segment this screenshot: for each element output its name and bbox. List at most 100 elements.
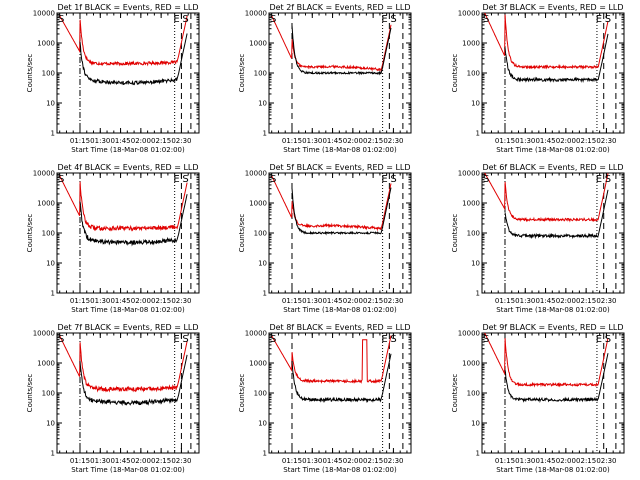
plot-frame: [481, 172, 625, 294]
x-tick-label: 01:15: [282, 457, 302, 465]
x-tick-label: 01:15: [70, 297, 90, 305]
x-tick-label: 02:15: [576, 297, 596, 305]
marker-end: E: [596, 174, 602, 185]
x-axis-label: Start Time (18-Mar-08 01:02:00): [496, 306, 610, 314]
plot-frame: [481, 12, 625, 134]
plot-area: [271, 173, 404, 293]
y-tick-label: 1000: [37, 360, 55, 368]
marker-start: S: [270, 174, 276, 185]
x-tick-label: 02:00: [556, 137, 576, 145]
x-axis-label: Start Time (18-Mar-08 01:02:00): [496, 146, 610, 154]
lld-series-line: [59, 175, 188, 232]
y-tick-label: 10: [471, 260, 480, 268]
plot-frame: [56, 332, 200, 454]
x-tick-label: 02:00: [131, 297, 151, 305]
y-tick-label: 1: [263, 290, 267, 298]
x-tick-label: 02:00: [343, 137, 363, 145]
y-tick-label: 100: [42, 70, 55, 78]
x-tick-label: 02:15: [363, 457, 383, 465]
lld-series-line: [271, 175, 392, 232]
y-tick-label: 100: [467, 70, 480, 78]
y-tick-label: 10000: [458, 330, 480, 338]
panel-1: Det 1f BLACK = Events, RED = LLD 1 10 100 10…: [26, 3, 200, 154]
y-axis-label: Counts/sec: [26, 214, 34, 253]
y-tick-label: 10: [258, 420, 267, 428]
x-tick-label: 02:15: [576, 137, 596, 145]
lld-series-line: [59, 335, 188, 393]
y-tick-label: 100: [254, 70, 267, 78]
y-tick-label: 1000: [249, 360, 267, 368]
marker-saa: S: [390, 14, 396, 25]
y-axis-label: Counts/sec: [26, 54, 34, 93]
marker-saa: S: [605, 334, 611, 345]
y-tick-label: 100: [42, 390, 55, 398]
x-tick-label: 01:30: [90, 457, 110, 465]
x-tick-label: 02:15: [151, 457, 171, 465]
panel-title: Det 7f BLACK = Events, RED = LLD: [57, 323, 198, 332]
plot-frame: [481, 332, 625, 454]
y-tick-label: 10000: [33, 10, 55, 18]
x-tick-label: 01:15: [495, 297, 515, 305]
plot-frame: [56, 12, 200, 134]
x-tick-label: 01:15: [495, 457, 515, 465]
x-tick-label: 01:15: [282, 137, 302, 145]
y-tick-label: 10: [258, 260, 267, 268]
y-tick-label: 10000: [33, 170, 55, 178]
x-tick-label: 02:15: [151, 137, 171, 145]
events-series-line: [291, 187, 392, 236]
y-tick-label: 10: [46, 420, 55, 428]
y-tick-label: 10000: [245, 10, 267, 18]
y-tick-label: 10: [46, 100, 55, 108]
y-tick-label: 100: [467, 390, 480, 398]
x-tick-label: 01:30: [515, 297, 535, 305]
x-tick-label: 02:30: [171, 457, 191, 465]
x-tick-label: 01:30: [90, 137, 110, 145]
y-axis-label: Counts/sec: [238, 374, 246, 413]
y-tick-label: 100: [254, 230, 267, 238]
x-tick-label: 02:00: [556, 297, 576, 305]
x-tick-label: 02:30: [171, 297, 191, 305]
x-tick-label: 01:45: [322, 457, 342, 465]
x-tick-label: 02:30: [596, 297, 616, 305]
y-tick-label: 1: [476, 130, 480, 138]
events-series-line: [79, 194, 188, 247]
y-tick-label: 100: [467, 230, 480, 238]
x-tick-label: 01:45: [535, 137, 555, 145]
x-tick-label: 02:15: [363, 297, 383, 305]
y-tick-label: 1: [476, 450, 480, 458]
marker-saa: S: [390, 174, 396, 185]
events-series-line: [291, 25, 392, 76]
lld-series-line: [484, 173, 609, 223]
x-tick-label: 01:15: [70, 137, 90, 145]
y-tick-label: 1000: [462, 360, 480, 368]
y-tick-label: 1: [263, 130, 267, 138]
marker-end: E: [596, 334, 602, 345]
x-tick-label: 01:30: [302, 137, 322, 145]
marker-saa: S: [182, 14, 188, 25]
marker-saa: S: [182, 174, 188, 185]
panel-3: Det 3f BLACK = Events, RED = LLD 1 10 100 10…: [451, 3, 625, 154]
marker-start: S: [58, 14, 64, 25]
y-tick-label: 1000: [37, 200, 55, 208]
y-tick-label: 1000: [249, 200, 267, 208]
marker-start: S: [270, 334, 276, 345]
plot-area: [484, 333, 617, 453]
y-tick-label: 1000: [462, 40, 480, 48]
y-axis-label: Counts/sec: [451, 374, 459, 413]
marker-start: S: [58, 334, 64, 345]
y-tick-label: 10000: [33, 330, 55, 338]
y-tick-label: 1: [51, 290, 55, 298]
x-tick-label: 02:15: [363, 137, 383, 145]
y-tick-label: 100: [254, 390, 267, 398]
marker-start: S: [483, 334, 489, 345]
y-tick-label: 10000: [245, 170, 267, 178]
plot-area: [271, 333, 404, 453]
y-tick-label: 10000: [458, 170, 480, 178]
marker-saa: S: [390, 334, 396, 345]
y-tick-label: 10: [471, 100, 480, 108]
marker-end: E: [173, 14, 179, 25]
panel-9: Det 9f BLACK = Events, RED = LLD 1 10 100 10…: [451, 323, 625, 474]
y-tick-label: 1000: [462, 200, 480, 208]
x-tick-label: 02:00: [131, 457, 151, 465]
x-tick-label: 01:45: [322, 297, 342, 305]
